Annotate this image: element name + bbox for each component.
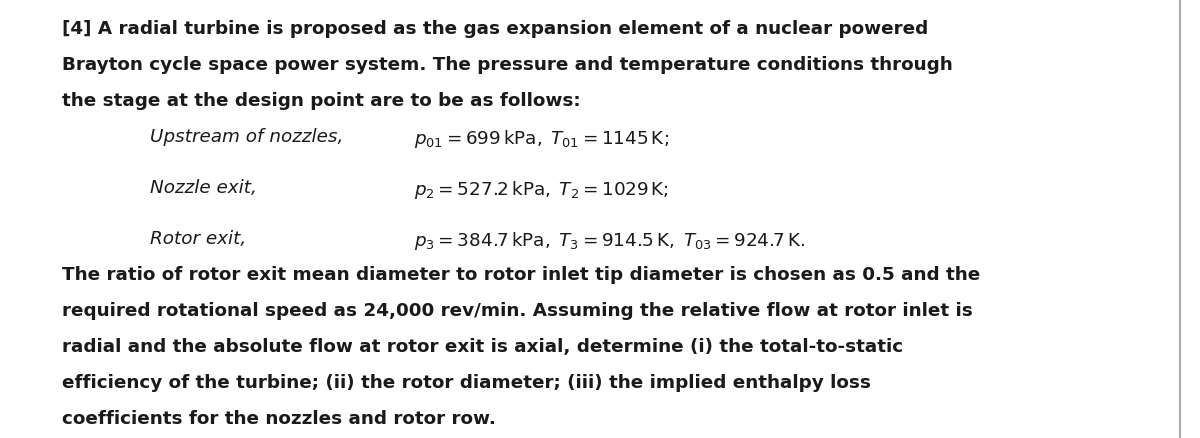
Text: efficiency of the turbine; (ii) the rotor diameter; (iii) the implied enthalpy l: efficiency of the turbine; (ii) the roto… <box>62 374 871 392</box>
Text: Rotor exit,: Rotor exit, <box>150 230 246 248</box>
Text: $p_{01} = 699\,\mathrm{kPa},\;T_{01} = 1145\,\mathrm{K};$: $p_{01} = 699\,\mathrm{kPa},\;T_{01} = 1… <box>414 127 670 149</box>
Text: $p_3 = 384.7\,\mathrm{kPa},\;T_3 = 914.5\,\mathrm{K},\;T_{03} = 924.7\,\mathrm{K: $p_3 = 384.7\,\mathrm{kPa},\;T_3 = 914.5… <box>414 230 805 252</box>
Text: $p_2 = 527.2\,\mathrm{kPa},\;T_2 = 1029\,\mathrm{K};$: $p_2 = 527.2\,\mathrm{kPa},\;T_2 = 1029\… <box>414 179 668 201</box>
Text: required rotational speed as 24,000 rev/min. Assuming the relative flow at rotor: required rotational speed as 24,000 rev/… <box>62 302 973 320</box>
Text: Brayton cycle space power system. The pressure and temperature conditions throug: Brayton cycle space power system. The pr… <box>62 56 953 74</box>
Text: radial and the absolute flow at rotor exit is axial, determine (i) the total-to-: radial and the absolute flow at rotor ex… <box>62 338 904 356</box>
Text: coefficients for the nozzles and rotor row.: coefficients for the nozzles and rotor r… <box>62 410 497 427</box>
Text: Nozzle exit,: Nozzle exit, <box>150 179 257 197</box>
Text: [4] A radial turbine is proposed as the gas expansion element of a nuclear power: [4] A radial turbine is proposed as the … <box>62 20 929 38</box>
Text: The ratio of rotor exit mean diameter to rotor inlet tip diameter is chosen as 0: The ratio of rotor exit mean diameter to… <box>62 266 980 284</box>
Text: the stage at the design point are to be as follows:: the stage at the design point are to be … <box>62 92 581 110</box>
Text: Upstream of nozzles,: Upstream of nozzles, <box>150 127 343 145</box>
